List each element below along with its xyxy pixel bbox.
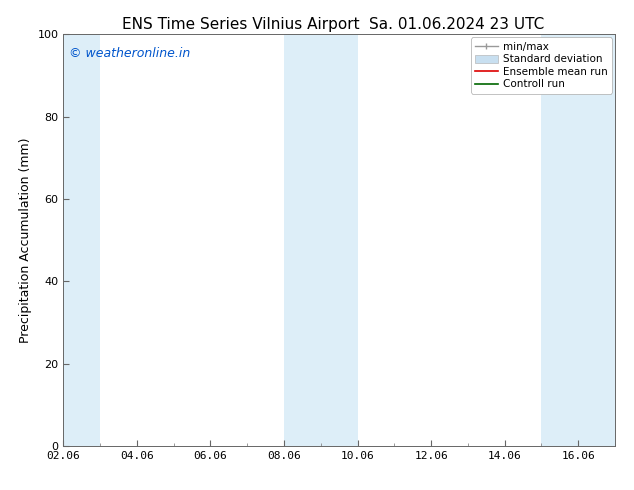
Bar — [284, 34, 358, 446]
Text: © weatheronline.in: © weatheronline.in — [69, 47, 190, 60]
Legend: min/max, Standard deviation, Ensemble mean run, Controll run: min/max, Standard deviation, Ensemble me… — [470, 37, 612, 94]
Text: Sa. 01.06.2024 23 UTC: Sa. 01.06.2024 23 UTC — [369, 17, 544, 32]
Y-axis label: Precipitation Accumulation (mm): Precipitation Accumulation (mm) — [19, 137, 32, 343]
Text: ENS Time Series Vilnius Airport: ENS Time Series Vilnius Airport — [122, 17, 359, 32]
Bar — [60, 34, 100, 446]
Bar — [541, 34, 619, 446]
